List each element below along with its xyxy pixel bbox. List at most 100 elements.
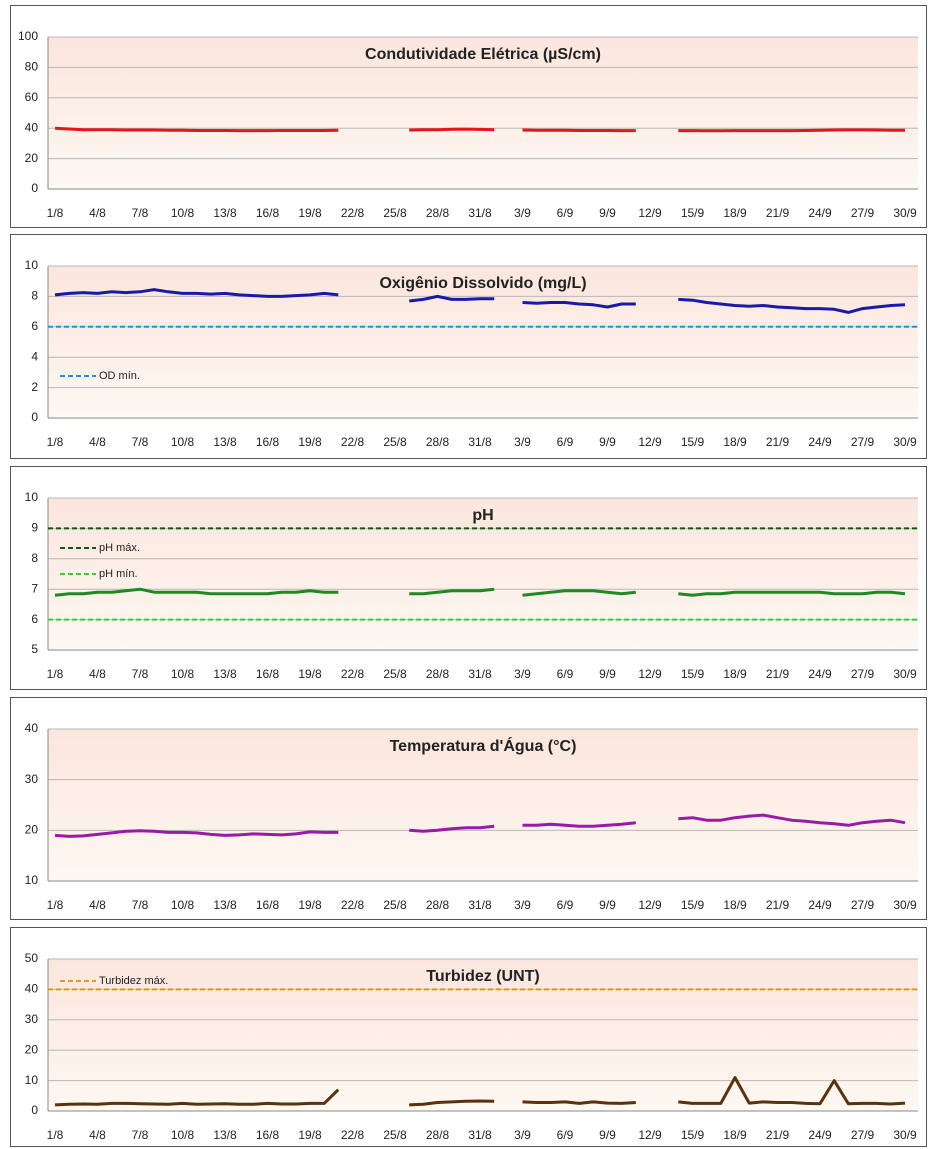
plot-area xyxy=(48,959,918,1111)
x-tick-label: 30/9 xyxy=(893,206,917,220)
y-tick-label: 10 xyxy=(25,258,39,272)
x-tick-label: 18/9 xyxy=(723,667,747,681)
y-tick-label: 20 xyxy=(25,1042,39,1056)
x-tick-label: 1/8 xyxy=(47,667,64,681)
x-tick-label: 24/9 xyxy=(808,898,832,912)
y-tick-label: 80 xyxy=(25,60,39,74)
x-tick-label: 9/9 xyxy=(599,435,616,449)
data-line xyxy=(678,590,906,597)
y-tick-label: 20 xyxy=(25,151,39,165)
plot-area xyxy=(48,37,918,189)
x-tick-label: 4/8 xyxy=(89,206,106,220)
data-line xyxy=(678,813,906,827)
x-tick-label: 30/9 xyxy=(893,898,917,912)
x-tick-label: 25/8 xyxy=(383,206,407,220)
x-tick-label: 15/9 xyxy=(681,898,705,912)
x-tick-label: 21/9 xyxy=(766,206,790,220)
data-line xyxy=(522,1100,636,1105)
y-tick-label: 5 xyxy=(31,642,38,656)
x-tick-label: 21/9 xyxy=(766,435,790,449)
data-line xyxy=(678,297,906,314)
x-tick-label: 22/8 xyxy=(341,1128,365,1142)
x-tick-label: 19/8 xyxy=(298,898,322,912)
y-tick-label: 10 xyxy=(25,490,39,504)
x-tick-label: 18/9 xyxy=(723,435,747,449)
x-tick-label: 12/9 xyxy=(638,1128,662,1142)
data-line xyxy=(409,1099,495,1107)
y-tick-label: 6 xyxy=(31,319,38,333)
x-tick-label: 21/9 xyxy=(766,1128,790,1142)
legend-label: OD mín. xyxy=(99,370,140,382)
x-tick-label: 22/8 xyxy=(341,206,365,220)
x-tick-label: 18/9 xyxy=(723,206,747,220)
data-line xyxy=(522,301,636,309)
x-tick-label: 31/8 xyxy=(468,1128,492,1142)
x-tick-label: 18/9 xyxy=(723,1128,747,1142)
x-tick-label: 6/9 xyxy=(557,898,574,912)
legend-label: pH máx. xyxy=(99,542,140,554)
x-tick-label: 19/8 xyxy=(298,667,322,681)
data-line xyxy=(522,128,636,133)
x-tick-label: 31/8 xyxy=(468,667,492,681)
x-tick-label: 24/9 xyxy=(808,667,832,681)
chart-panel: 10 20 30 40 1/8 4/8 7/8 10/8 13/8 16/8 19/8 22/8 25/… xyxy=(10,697,927,920)
x-tick-label: 21/9 xyxy=(766,898,790,912)
y-tick-label: 20 xyxy=(25,823,39,837)
x-tick-label: 31/8 xyxy=(468,898,492,912)
y-tick-label: 0 xyxy=(31,181,38,195)
y-tick-label: 2 xyxy=(31,380,38,394)
x-tick-label: 12/9 xyxy=(638,667,662,681)
x-tick-label: 22/8 xyxy=(341,898,365,912)
x-tick-label: 30/9 xyxy=(893,1128,917,1142)
x-tick-label: 19/8 xyxy=(298,206,322,220)
x-tick-label: 25/8 xyxy=(383,1128,407,1142)
x-tick-label: 28/8 xyxy=(426,1128,450,1142)
x-tick-label: 6/9 xyxy=(557,435,574,449)
x-tick-label: 19/8 xyxy=(298,1128,322,1142)
data-line xyxy=(678,1076,906,1106)
y-tick-label: 30 xyxy=(25,772,39,786)
y-tick-label: 8 xyxy=(31,289,38,303)
x-tick-label: 7/8 xyxy=(132,667,149,681)
y-tick-label: 40 xyxy=(25,120,39,134)
x-tick-label: 7/8 xyxy=(132,206,149,220)
x-tick-label: 4/8 xyxy=(89,667,106,681)
x-tick-label: 27/9 xyxy=(851,435,875,449)
x-tick-label: 31/8 xyxy=(468,206,492,220)
x-tick-label: 1/8 xyxy=(47,435,64,449)
x-tick-label: 12/9 xyxy=(638,206,662,220)
chart-title: Temperatura d'Água (°C) xyxy=(390,736,577,755)
y-tick-label: 0 xyxy=(31,410,38,424)
y-tick-label: 9 xyxy=(31,521,38,535)
chart-panel: 0 20 40 60 80 100 1/8 4/8 7/8 10/8 13/8 16/8 19/8 22/… xyxy=(10,5,927,228)
x-tick-label: 15/9 xyxy=(681,667,705,681)
x-tick-label: 10/8 xyxy=(171,435,195,449)
x-tick-label: 13/8 xyxy=(213,1128,237,1142)
x-tick-label: 22/8 xyxy=(341,667,365,681)
chart-title: Condutividade Elétrica (µS/cm) xyxy=(365,46,601,63)
x-tick-label: 9/9 xyxy=(599,898,616,912)
x-tick-label: 7/8 xyxy=(132,898,149,912)
x-tick-label: 1/8 xyxy=(47,206,64,220)
x-tick-label: 27/9 xyxy=(851,206,875,220)
y-tick-label: 10 xyxy=(25,873,39,887)
x-tick-label: 1/8 xyxy=(47,898,64,912)
x-tick-label: 27/9 xyxy=(851,1128,875,1142)
data-line xyxy=(522,589,636,597)
x-tick-label: 30/9 xyxy=(893,667,917,681)
x-tick-label: 30/9 xyxy=(893,435,917,449)
chart-panel: 0 10 20 30 40 50 1/8 4/8 7/8 10/8 13/8 16/8 19/8 22/8… xyxy=(10,927,927,1147)
data-line xyxy=(409,587,495,596)
x-tick-label: 16/8 xyxy=(256,667,280,681)
x-tick-label: 10/8 xyxy=(171,667,195,681)
x-tick-label: 3/9 xyxy=(514,206,531,220)
y-tick-label: 60 xyxy=(25,90,39,104)
x-tick-label: 13/8 xyxy=(213,206,237,220)
x-tick-label: 21/9 xyxy=(766,667,790,681)
x-tick-label: 13/8 xyxy=(213,435,237,449)
data-line xyxy=(678,128,905,133)
y-tick-label: 40 xyxy=(25,982,39,996)
x-tick-label: 3/9 xyxy=(514,667,531,681)
x-tick-label: 4/8 xyxy=(89,1128,106,1142)
x-tick-label: 22/8 xyxy=(341,435,365,449)
